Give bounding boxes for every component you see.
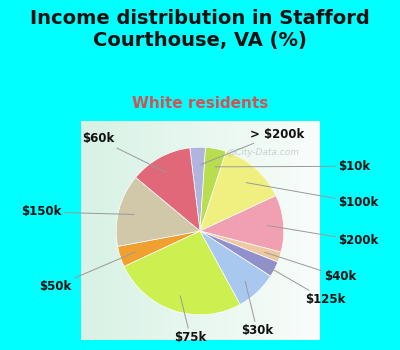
Wedge shape [200,147,226,231]
Wedge shape [118,231,200,266]
Text: $75k: $75k [174,296,207,344]
Text: > $200k: > $200k [201,127,304,164]
Text: $150k: $150k [22,205,134,218]
Text: $40k: $40k [265,252,356,283]
Text: $100k: $100k [246,183,378,209]
Wedge shape [200,231,278,276]
Wedge shape [190,147,206,231]
Wedge shape [124,231,240,315]
Text: $200k: $200k [268,225,378,247]
Wedge shape [200,231,281,262]
Text: @City-Data.com: @City-Data.com [227,148,300,157]
Text: $60k: $60k [82,132,166,173]
Text: $30k: $30k [241,281,273,337]
Text: $125k: $125k [260,262,345,306]
Wedge shape [116,177,200,246]
Wedge shape [200,152,276,231]
Text: $50k: $50k [39,252,135,293]
Text: $10k: $10k [215,160,370,173]
Text: White residents: White residents [132,96,268,111]
Wedge shape [200,231,270,304]
Wedge shape [136,148,200,231]
Text: Income distribution in Stafford
Courthouse, VA (%): Income distribution in Stafford Courthou… [30,9,370,50]
Wedge shape [200,196,284,252]
